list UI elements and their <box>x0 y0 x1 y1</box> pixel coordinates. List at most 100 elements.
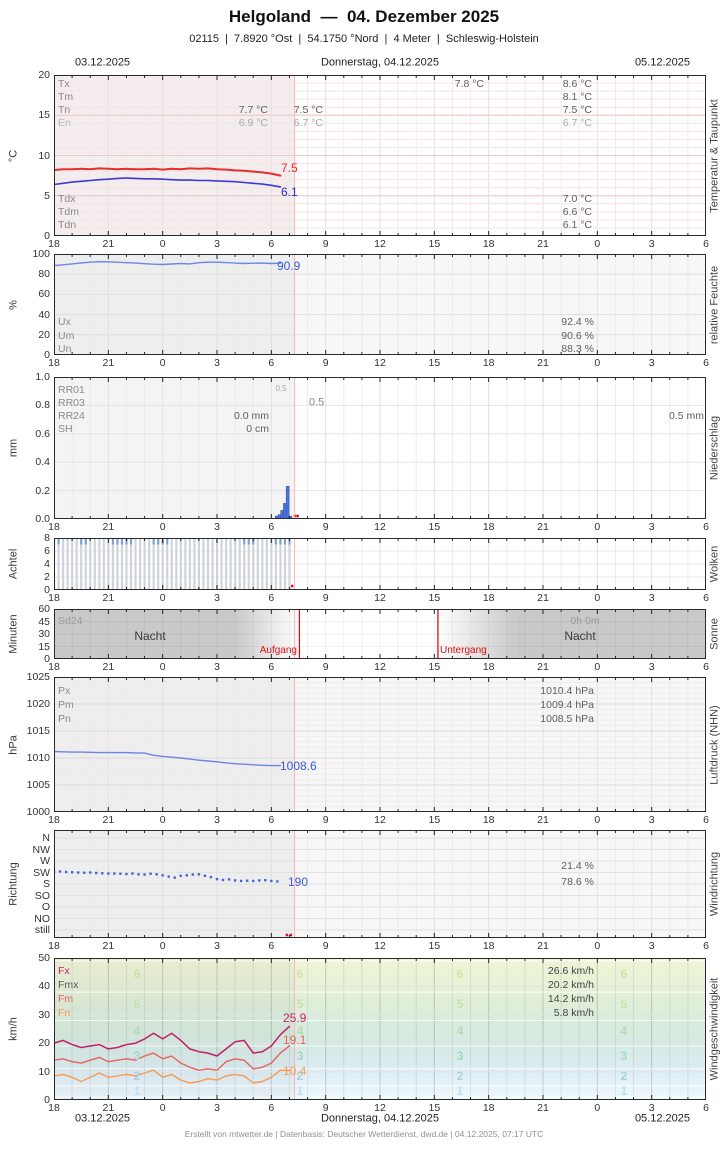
beaufort-number: 4 <box>456 1024 464 1038</box>
hour-tick-label: 21 <box>537 813 549 826</box>
hour-tick-label: 6 <box>703 356 709 369</box>
panel-label: RR03 <box>58 396 85 409</box>
hour-tick-label: 6 <box>268 939 275 952</box>
hour-tick-label: 18 <box>48 660 60 673</box>
panel-label: 6.1 <box>281 185 298 199</box>
hour-tick-label: 6 <box>703 237 709 250</box>
beaufort-number: 3 <box>133 1049 141 1063</box>
hour-tick-label: 18 <box>482 660 495 673</box>
hour-tick-label: 15 <box>428 237 441 250</box>
beaufort-number: 3 <box>620 1049 628 1063</box>
panel-label: 6.1 °C <box>562 218 592 231</box>
hour-tick-label: 21 <box>537 591 549 604</box>
y-tick-label: 0.0 <box>35 512 50 525</box>
y-tick-label: 0.6 <box>35 427 50 440</box>
hour-tick-label: 12 <box>374 520 386 533</box>
hour-tick-label: 15 <box>428 520 441 533</box>
panel-label: 7.0 °C <box>562 192 592 205</box>
panel-label: Ux <box>58 315 71 328</box>
hour-tick-label: 6 <box>703 939 709 952</box>
beaufort-number: 6 <box>456 967 464 981</box>
hour-tick-label: 12 <box>374 591 386 604</box>
y-tick-label: 1000 <box>26 805 50 818</box>
axis-unit-sun: Minuten <box>7 614 20 654</box>
panel-label: 1008.6 <box>280 759 317 773</box>
panel-label: RR01 <box>58 383 85 396</box>
hour-tick-label: 18 <box>48 939 60 952</box>
panel-label: Fn <box>58 1006 71 1019</box>
hour-tick-label: 12 <box>374 237 386 250</box>
y-tick-label: 1015 <box>26 724 50 737</box>
y-tick-label: S <box>42 877 50 890</box>
panel-label: En <box>58 116 71 129</box>
axis-unit-wind-direction: Richtung <box>7 862 20 906</box>
panel-clouds-chart <box>54 538 706 590</box>
y-tick-label: 5 <box>44 189 50 202</box>
panel-label: 14.2 km/h <box>547 992 594 1005</box>
hour-tick-label: 21 <box>102 237 115 250</box>
hour-tick-label: 3 <box>214 813 220 826</box>
y-tick-label: 4 <box>44 557 50 570</box>
panel-label: Tx <box>58 77 70 90</box>
hour-tick-label: 12 <box>374 660 386 673</box>
date-bottom-right: 05.12.2025 <box>634 1112 690 1125</box>
hour-tick-label: 0 <box>594 520 601 533</box>
date-top-center: Donnerstag, 04.12.2025 <box>320 56 440 69</box>
panel-label: 0.0 mm <box>233 409 269 422</box>
hour-tick-label: 21 <box>537 660 549 673</box>
panel-label: Aufgang <box>259 645 297 656</box>
panel-label: 1009.4 hPa <box>540 698 594 711</box>
panel-label: Px <box>58 684 71 697</box>
panel-label: 5.8 km/h <box>553 1006 594 1019</box>
hour-tick-label: 3 <box>648 591 655 604</box>
hour-tick-label: 9 <box>322 813 329 826</box>
panel-label: Tdn <box>58 218 77 231</box>
panel-label: 6.9 °C <box>238 116 268 129</box>
panel-label: Fm <box>58 992 74 1005</box>
panel-title-wind-direction: Windrichtung <box>708 851 721 917</box>
panel-label: Fmx <box>58 978 79 991</box>
y-tick-label: 30 <box>38 1008 50 1021</box>
hour-tick-label: 15 <box>428 813 441 826</box>
y-tick-label: 10 <box>38 1065 50 1078</box>
hour-tick-label: 0 <box>159 237 166 250</box>
beaufort-number: 6 <box>620 967 628 981</box>
panel-title-sun: Sonne <box>708 618 721 650</box>
hour-tick-label: 15 <box>428 660 441 673</box>
panel-label: Untergang <box>440 645 487 656</box>
hour-tick-label: 6 <box>268 356 275 369</box>
panel-label: Pn <box>58 712 71 725</box>
axis-unit-wind-speed: km/h <box>7 1017 20 1041</box>
axis-unit-temperature: °C <box>7 149 20 162</box>
y-tick-label: 100 <box>32 247 50 260</box>
panel-wind-speed-chart <box>54 958 706 1100</box>
hour-tick-label: 6 <box>703 660 709 673</box>
panel-label: 8.1 °C <box>562 90 592 103</box>
panel-label: 7.5 °C <box>562 103 592 116</box>
y-tick-label: 15 <box>38 640 50 653</box>
hour-tick-label: 3 <box>648 1101 655 1114</box>
beaufort-number: 5 <box>620 997 628 1011</box>
panel-title-wind-speed: Windgeschwindigkeit <box>708 977 721 1081</box>
beaufort-number: 6 <box>296 967 304 981</box>
hour-tick-label: 0 <box>159 939 166 952</box>
date-top-right: 05.12.2025 <box>634 56 690 69</box>
y-tick-label: SO <box>34 889 50 902</box>
beaufort-number: 1 <box>296 1084 304 1098</box>
panel-label: 6.7 °C <box>562 116 592 129</box>
panel-label: RR24 <box>58 409 85 422</box>
y-tick-label: 1010 <box>26 751 50 764</box>
hour-tick-label: 3 <box>214 1101 220 1114</box>
hour-tick-label: 6 <box>703 813 709 826</box>
hour-tick-label: 21 <box>102 591 115 604</box>
hour-tick-label: 6 <box>703 1101 709 1114</box>
hour-tick-label: 3 <box>648 520 655 533</box>
hour-tick-label: 18 <box>482 520 495 533</box>
hour-tick-label: 21 <box>537 939 549 952</box>
axis-unit-precipitation: mm <box>7 438 20 458</box>
y-tick-label: 50 <box>38 951 50 964</box>
hour-tick-label: 12 <box>374 356 386 369</box>
y-tick-label: NO <box>34 912 50 925</box>
panel-label: 26.6 km/h <box>547 964 594 977</box>
panel-label: Fx <box>58 964 70 977</box>
